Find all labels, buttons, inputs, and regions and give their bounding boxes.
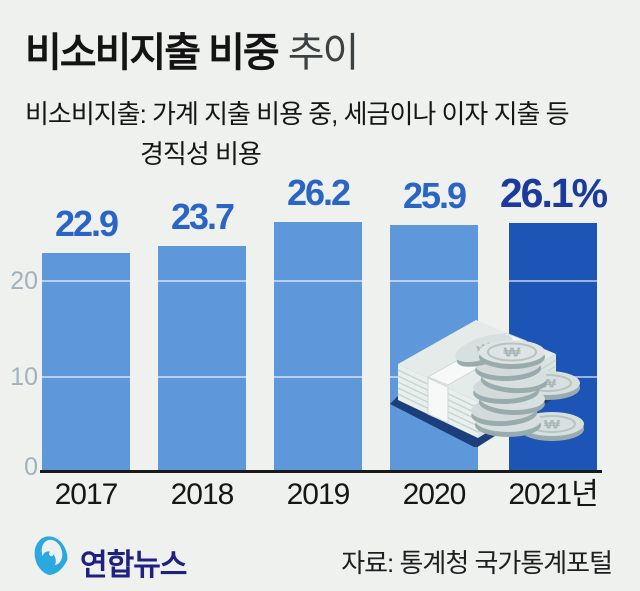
y-axis-tick-label: 0 — [24, 453, 38, 481]
x-axis-label: 2021년 — [508, 478, 598, 511]
description-line-2: 경직성 비용 — [140, 139, 262, 169]
bar-value-label: 25.9 — [402, 174, 467, 216]
bar-value-label: 23.7 — [170, 195, 235, 237]
y-axis-tick-label: 10 — [10, 362, 38, 391]
gridline — [40, 280, 602, 282]
bar-2017 — [42, 253, 130, 472]
y-axis-tick-label: 20 — [10, 267, 38, 295]
description-line-1: 비소비지출: 가계 지출 비용 중, 세금이나 이자 지출 등 — [25, 99, 570, 129]
x-axis-label: 2018 — [170, 478, 235, 511]
yonhap-news-logo — [34, 536, 72, 579]
page-title: 비소비지출 비중 추이 — [25, 20, 360, 78]
brand-name: 연합뉴스 — [80, 549, 187, 582]
won-coin-stack: ₩ ₩ — [455, 334, 547, 437]
bar-2019 — [274, 221, 362, 472]
x-axis-baseline — [40, 470, 602, 473]
title-suffix: 추이 — [287, 31, 360, 75]
x-axis-label: 2019 — [286, 478, 351, 511]
money-illustration: ₩ ₩ ₩ ₩ — [390, 320, 584, 447]
bar-value-label: 26.1% — [499, 169, 608, 216]
bar-value-label: 26.2 — [286, 171, 351, 213]
source-credit: 자료: 통계청 국가통계포털 — [341, 548, 613, 578]
title-main: 비소비지출 비중 — [25, 31, 280, 75]
x-axis-label: 2017 — [54, 478, 119, 511]
chart-description: 비소비지출: 가계 지출 비용 중, 세금이나 이자 지출 등 경직성 비용 — [25, 94, 570, 174]
bar-value-label: 22.9 — [54, 203, 119, 245]
svg-text:₩: ₩ — [544, 418, 560, 431]
bar-2018 — [158, 245, 246, 472]
gridline — [40, 375, 602, 378]
x-axis-label: 2020 — [402, 478, 467, 511]
svg-text:₩: ₩ — [504, 346, 521, 360]
